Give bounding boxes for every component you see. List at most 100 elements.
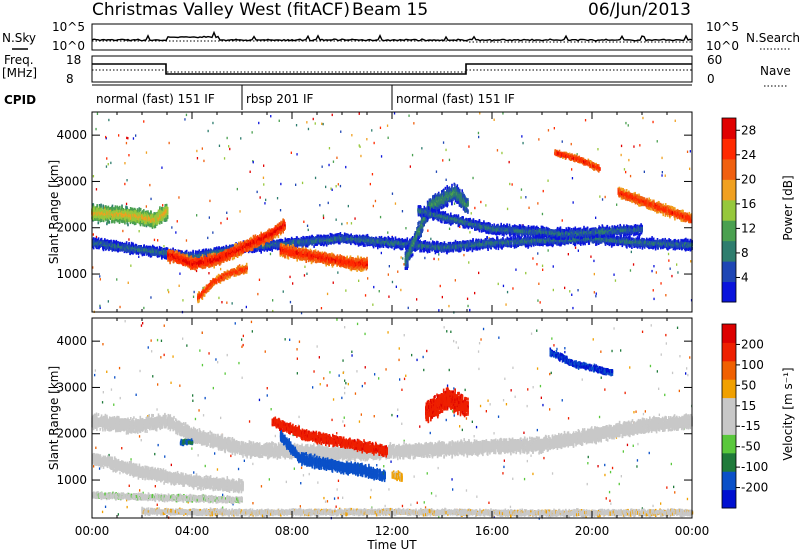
speckle-cell — [371, 129, 373, 132]
range-gate-cell — [115, 218, 118, 222]
speckle-cell — [409, 165, 411, 168]
speckle-cell — [386, 124, 389, 127]
speckle-cell — [623, 168, 626, 171]
speckle-cell — [477, 131, 480, 135]
range-gate-cell — [129, 221, 132, 225]
range-gate-cell — [139, 218, 142, 222]
speckle-cell — [296, 153, 298, 156]
speckle-cell — [122, 229, 124, 233]
speckle-cell — [416, 298, 418, 301]
speckle-cell — [256, 190, 258, 194]
range-gate-cell — [102, 246, 105, 250]
range-gate-cell — [165, 203, 168, 207]
speckle-cell — [301, 181, 304, 185]
range-gate-cell — [139, 223, 142, 227]
speckle-cell — [226, 136, 228, 140]
range-gate-cell — [287, 241, 289, 245]
speckle-cell — [445, 148, 447, 152]
range-gate-cell — [165, 218, 168, 222]
speckle-cell — [280, 182, 282, 186]
range-gate-cell — [102, 241, 105, 245]
speckle-cell — [400, 288, 402, 292]
speckle-cell — [106, 157, 108, 160]
range-gate-cell — [98, 246, 100, 250]
speckle-cell — [599, 195, 601, 198]
speckle-cell — [185, 239, 188, 242]
range-gate-cell — [109, 244, 111, 248]
speckle-cell — [595, 295, 597, 298]
speckle-cell — [345, 289, 347, 292]
speckle-cell — [218, 296, 220, 300]
range-gate-cell — [109, 246, 111, 250]
range-gate-cell — [151, 221, 154, 225]
speckle-cell — [403, 263, 405, 266]
range-gate-cell — [100, 241, 102, 245]
speckle-cell — [547, 179, 549, 182]
range-gate-cell — [139, 220, 142, 224]
speckle-cell — [96, 112, 99, 115]
speckle-cell — [339, 184, 342, 188]
speckle-cell — [145, 151, 148, 154]
range-gate-cell — [139, 211, 142, 215]
speckle-cell — [508, 160, 510, 164]
speckle-cell — [453, 202, 456, 205]
speckle-cell — [118, 134, 120, 137]
range-gate-cell — [137, 212, 140, 216]
range-gate-cell — [150, 219, 152, 222]
range-gate-cell — [126, 206, 128, 210]
speckle-cell — [289, 275, 291, 279]
range-gate-cell — [96, 207, 98, 211]
speckle-cell — [374, 199, 377, 203]
speckle-cell — [178, 196, 180, 199]
range-gate-cell — [150, 223, 152, 227]
range-gate-cell — [129, 212, 132, 216]
speckle-cell — [570, 142, 572, 146]
range-gate-cell — [274, 244, 277, 248]
speckle-cell — [330, 187, 332, 190]
speckle-cell — [576, 153, 578, 156]
speckle-cell — [372, 204, 374, 208]
speckle-cell — [620, 153, 622, 157]
cpid-label: CPID — [4, 93, 36, 107]
speckle-cell — [689, 150, 691, 153]
speckle-cell — [689, 167, 691, 170]
speckle-cell — [614, 279, 617, 282]
speckle-cell — [354, 217, 356, 220]
range-gate-cell — [100, 218, 103, 222]
speckle-cell — [161, 166, 163, 169]
noise-trace — [91, 30, 693, 43]
speckle-cell — [128, 154, 130, 157]
speckle-cell — [639, 144, 641, 147]
speckle-cell — [661, 171, 663, 174]
range-gate-cell — [112, 216, 114, 220]
speckle-cell — [674, 119, 676, 122]
speckle-cell — [325, 185, 327, 189]
range-gate-cell — [123, 219, 126, 223]
speckle-cell — [208, 272, 210, 275]
range-gate-cell — [151, 225, 154, 229]
speckle-cell — [395, 285, 397, 288]
speckle-cell — [427, 229, 429, 232]
range-gate-cell — [96, 243, 99, 247]
speckle-cell — [272, 309, 274, 313]
range-gate-cell — [150, 211, 152, 215]
range-gate-cell — [104, 238, 106, 242]
range-gate-cell — [114, 241, 116, 245]
speckle-cell — [661, 174, 663, 177]
speckle-cell — [604, 195, 606, 199]
range-gate-cell — [98, 241, 100, 245]
speckle-cell — [209, 199, 211, 203]
range-gate-cell — [108, 220, 111, 224]
range-gate-cell — [138, 209, 141, 212]
speckle-cell — [212, 231, 214, 234]
speckle-cell — [251, 131, 253, 134]
range-gate-cell — [166, 215, 169, 218]
range-gate-cell — [128, 211, 131, 215]
speckle-cell — [196, 157, 199, 160]
speckle-cell — [107, 300, 109, 303]
range-gate-cell — [112, 207, 114, 210]
speckle-cell — [282, 290, 284, 293]
range-gate-cell — [146, 221, 148, 224]
speckle-cell — [405, 227, 407, 230]
range-gate-cell — [157, 217, 160, 221]
